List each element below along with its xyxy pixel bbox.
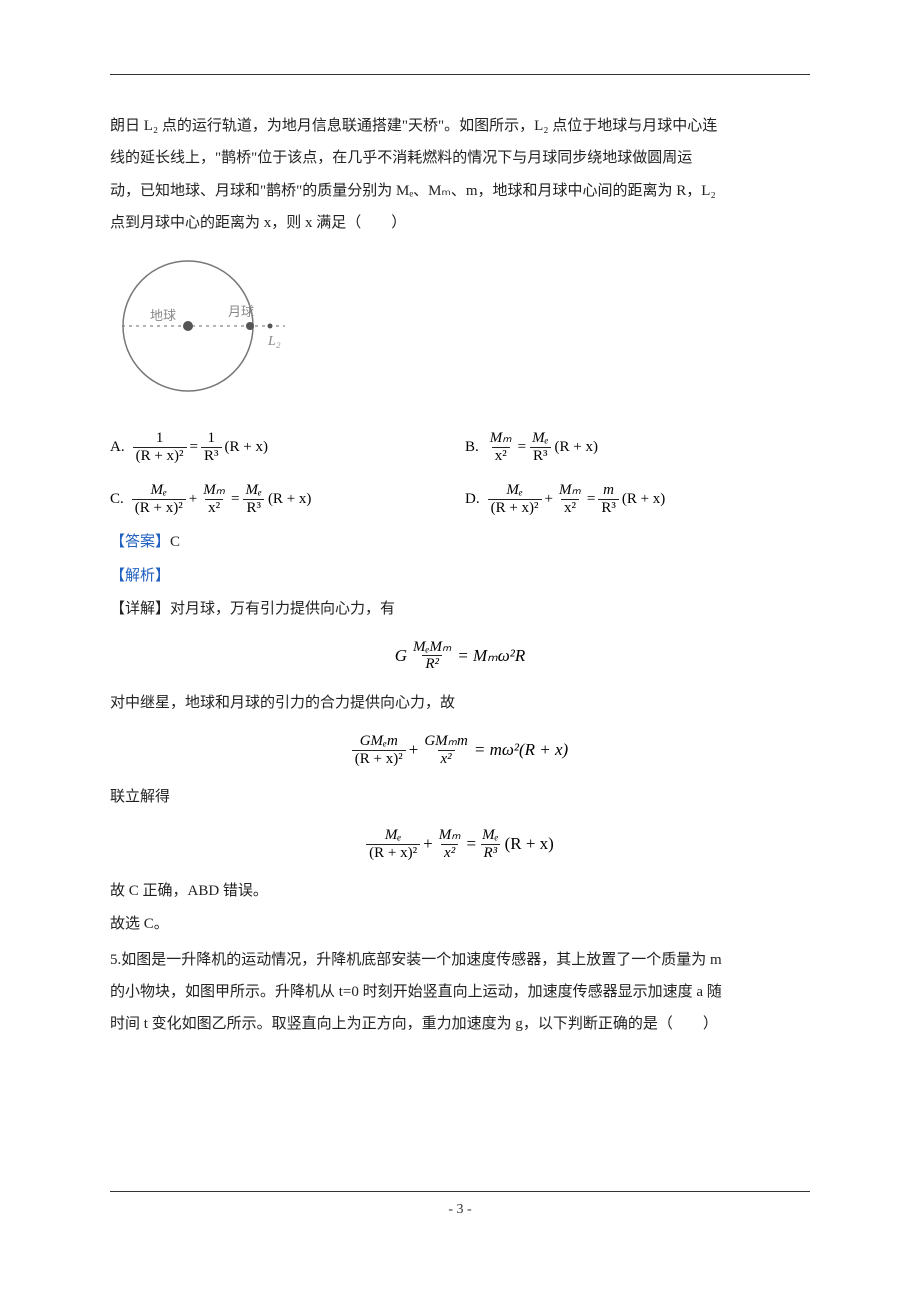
q5: 5.如图是一升降机的运动情况，升降机底部安装一个加速度传感器，其上放置了一个质量… — [110, 944, 810, 1041]
detail-3: 联立解得 — [110, 781, 810, 813]
moon-dot — [246, 322, 254, 330]
q5-l1: 如图是一升降机的运动情况，升降机底部安装一个加速度传感器，其上放置了一个质量为 … — [121, 952, 721, 968]
option-b: B. Mₘx² = MₑR³ (R + x) — [465, 430, 810, 464]
conclusion-2: 故选 C。 — [110, 908, 810, 940]
moon-label: 月球 — [228, 304, 254, 319]
answer-value: C — [170, 534, 180, 550]
option-a-eq: 1(R + x)² = 1R³ (R + x) — [133, 430, 268, 464]
option-a-label: A. — [110, 439, 125, 456]
eq3: Mₑ(R + x)² + Mₘx² = MₑR³ (R + x) — [110, 827, 810, 861]
detail-1: 【详解】对月球，万有引力提供向心力，有 — [110, 593, 810, 625]
earth-dot — [183, 321, 193, 331]
eq2: GMₑm(R + x)² + GMₘmx² = mω²(R + x) — [110, 733, 810, 767]
q5-number: 5. — [110, 952, 121, 968]
option-c: C. Mₑ(R + x)² + Mₘx² = MₑR³ (R + x) — [110, 482, 455, 516]
answer-label: 【答案】 — [110, 534, 170, 550]
q4-intro-l2: 线的延长线上，"鹊桥"位于该点，在几乎不消耗燃料的情况下与月球同步绕地球做圆周运 — [110, 150, 692, 166]
answer-line: 【答案】C — [110, 526, 810, 558]
q5-l2: 的小物块，如图甲所示。升降机从 t=0 时刻开始竖直向上运动，加速度传感器显示加… — [110, 984, 722, 1000]
detail-text-1: 对月球，万有引力提供向心力，有 — [170, 601, 395, 617]
option-a: A. 1(R + x)² = 1R³ (R + x) — [110, 430, 455, 464]
q4-intro-l1: 朗日 L₂ 点的运行轨道，为地月信息联通搭建"天桥"。如图所示，L₂ 点位于地球… — [110, 118, 717, 134]
q4-intro-l3: 动，已知地球、月球和"鹊桥"的质量分别为 Mₑ、Mₘ、m，地球和月球中心间的距离… — [110, 183, 716, 199]
option-c-label: C. — [110, 491, 124, 508]
document-page: 朗日 L₂ 点的运行轨道，为地月信息联通搭建"天桥"。如图所示，L₂ 点位于地球… — [110, 74, 810, 1222]
q4-intro: 朗日 L₂ 点的运行轨道，为地月信息联通搭建"天桥"。如图所示，L₂ 点位于地球… — [110, 110, 810, 239]
q5-l3: 时间 t 变化如图乙所示。取竖直向上为正方向，重力加速度为 g，以下判断正确的是… — [110, 1016, 718, 1032]
l2-label: L₂ — [267, 334, 281, 349]
page-number: - 3 - — [110, 1202, 810, 1218]
analysis-label: 【解析】 — [110, 560, 810, 592]
detail-prefix: 【详解】 — [110, 601, 170, 617]
option-b-eq: Mₘx² = MₑR³ (R + x) — [487, 430, 598, 464]
top-rule — [110, 74, 810, 75]
bottom-rule — [110, 1191, 810, 1192]
option-c-eq: Mₑ(R + x)² + Mₘx² = MₑR³ (R + x) — [132, 482, 312, 516]
conclusion-1: 故 C 正确，ABD 错误。 — [110, 875, 810, 907]
option-d-label: D. — [465, 491, 480, 508]
earth-label: 地球 — [150, 308, 176, 323]
l2-dot — [268, 324, 273, 329]
q4-intro-l4: 点到月球中心的距离为 x，则 x 满足（ ） — [110, 215, 406, 231]
q4-options: A. 1(R + x)² = 1R³ (R + x) B. Mₘx² = MₑR… — [110, 430, 810, 516]
option-d-eq: Mₑ(R + x)² + Mₘx² = mR³ (R + x) — [488, 482, 666, 516]
eq1: G MₑMₘR² = Mₘω²R — [110, 639, 810, 673]
q4-diagram: 地球 月球 L₂ — [110, 251, 290, 401]
option-d: D. Mₑ(R + x)² + Mₘx² = mR³ (R + x) — [465, 482, 810, 516]
option-b-label: B. — [465, 439, 479, 456]
detail-2: 对中继星，地球和月球的引力的合力提供向心力，故 — [110, 687, 810, 719]
